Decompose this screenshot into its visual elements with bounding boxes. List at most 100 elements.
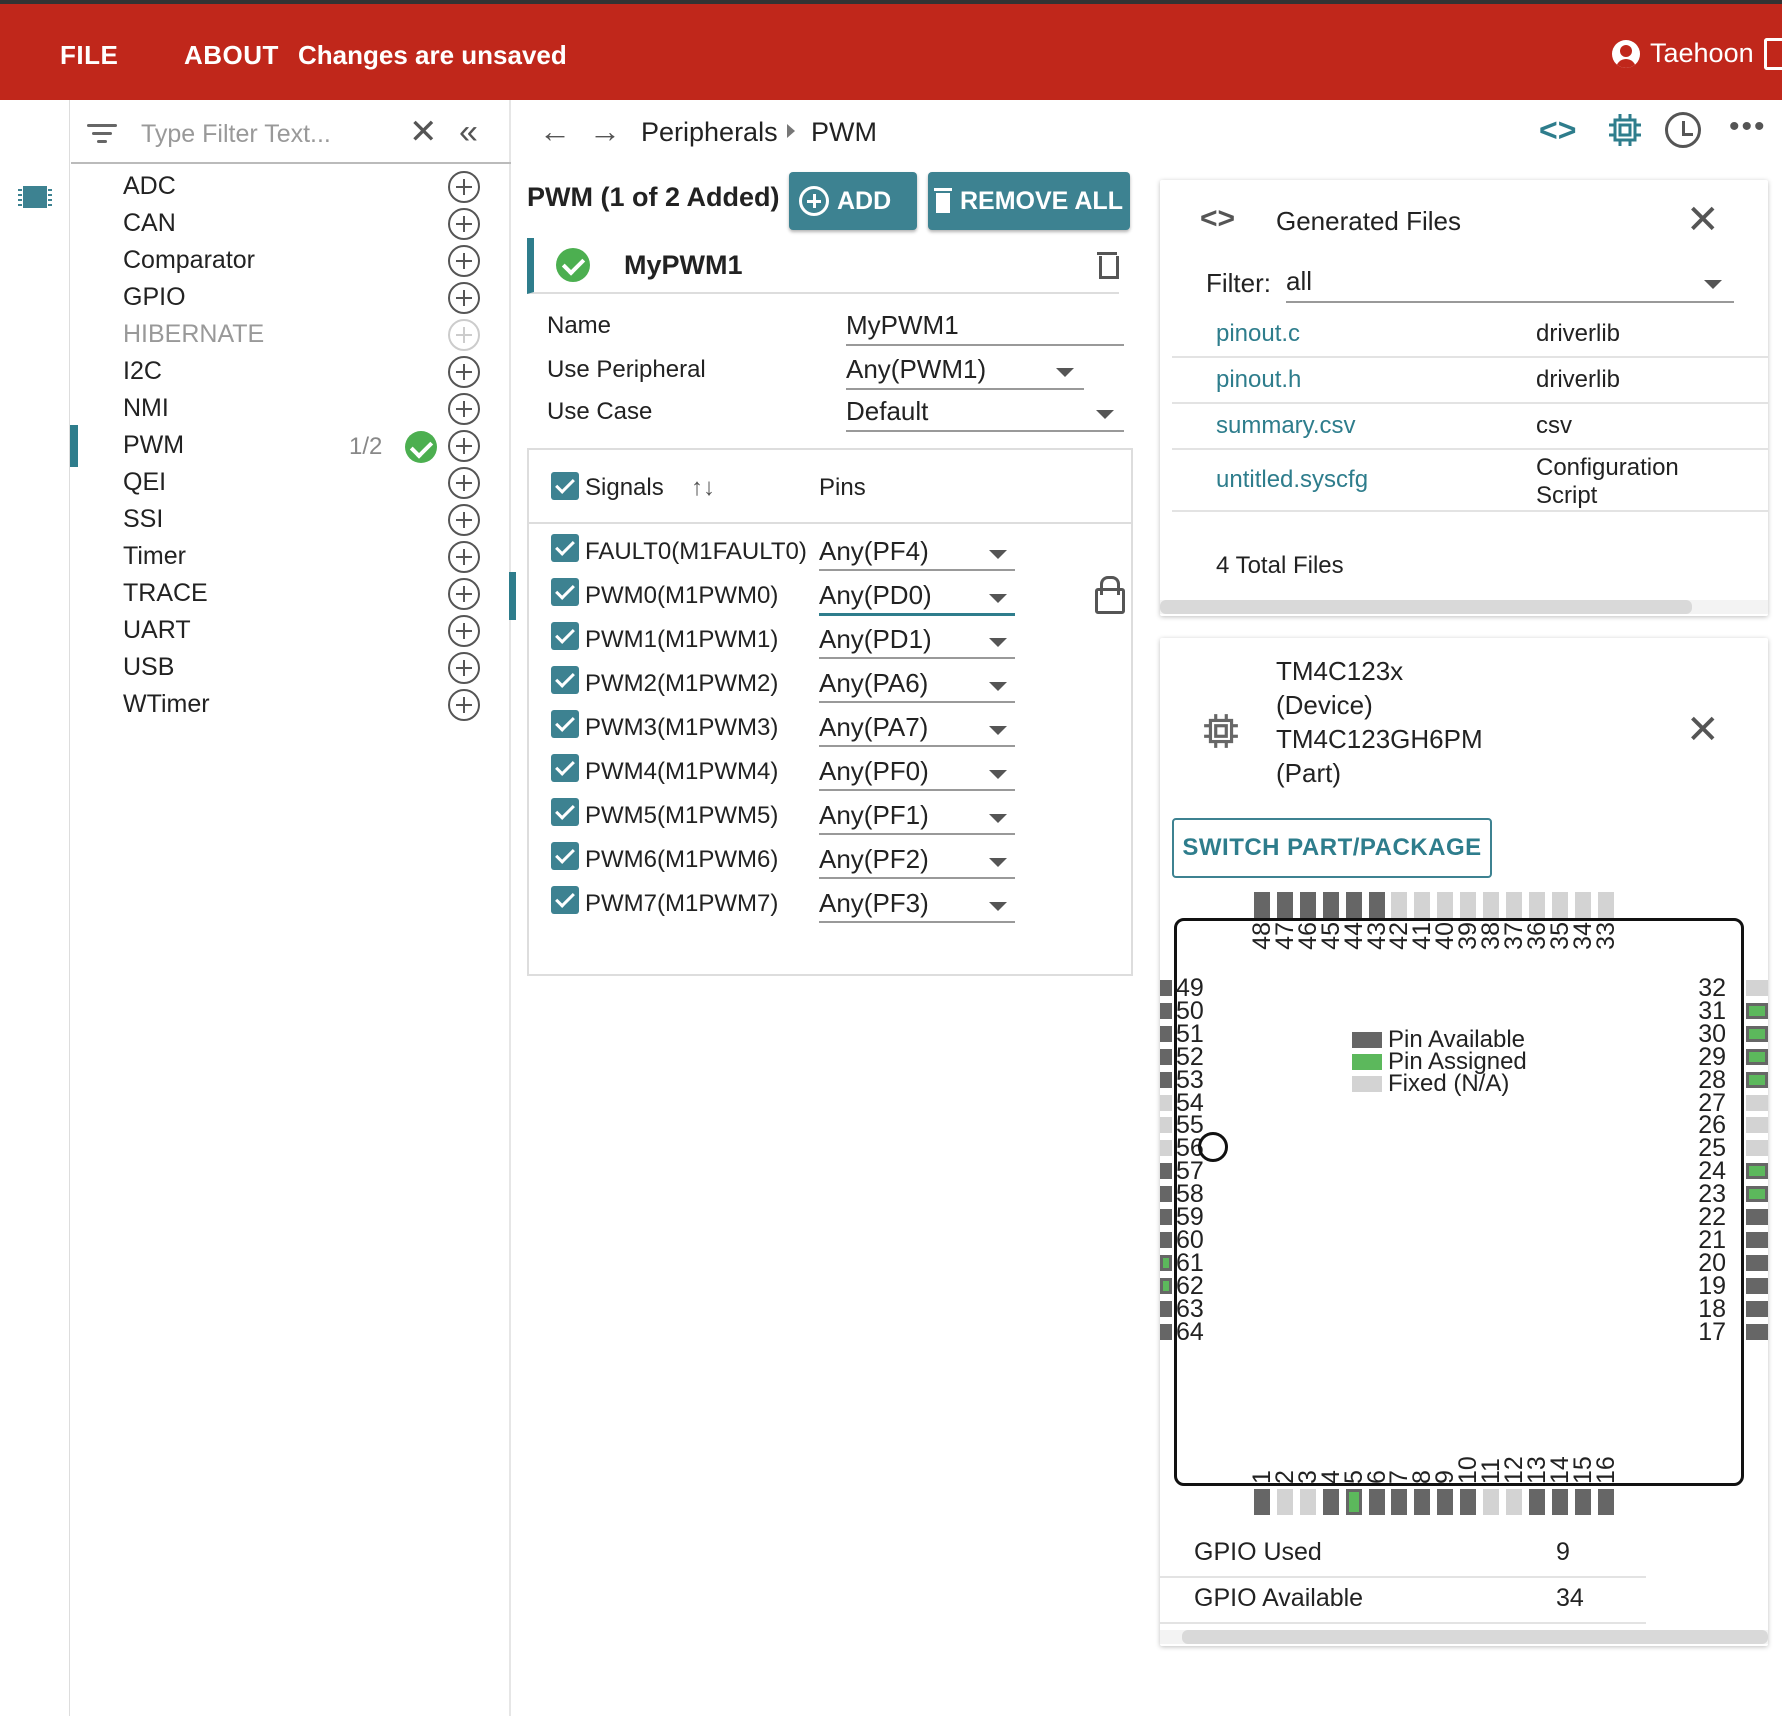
- peripheral-item[interactable]: TRACE: [71, 573, 511, 615]
- pin-select[interactable]: Any(PF4): [819, 536, 1015, 571]
- peripheral-item[interactable]: GPIO: [71, 277, 511, 319]
- signal-checkbox[interactable]: [551, 666, 579, 694]
- file-link[interactable]: pinout.c: [1216, 320, 1301, 347]
- pin-marker[interactable]: [1746, 1071, 1768, 1088]
- pin-marker[interactable]: [1254, 1489, 1270, 1515]
- remove-all-button[interactable]: REMOVE ALL: [928, 172, 1130, 230]
- peripheral-item[interactable]: PWM 1/2: [70, 425, 511, 467]
- file-row[interactable]: summary.csv csv: [1172, 404, 1768, 450]
- peripheral-item[interactable]: UART: [71, 610, 511, 652]
- filter-input[interactable]: [141, 116, 381, 152]
- pin-marker[interactable]: [1574, 892, 1591, 918]
- pin-select[interactable]: Any(PA7): [819, 712, 1015, 747]
- pin-select[interactable]: Any(PF2): [819, 844, 1015, 879]
- pin-marker[interactable]: [1437, 892, 1454, 918]
- pin-marker[interactable]: [1746, 1140, 1768, 1157]
- scrollbar-thumb[interactable]: [1160, 600, 1692, 614]
- signal-checkbox[interactable]: [551, 710, 579, 738]
- pin-marker[interactable]: [1299, 892, 1316, 918]
- peripheral-item[interactable]: Comparator: [71, 240, 511, 282]
- file-link[interactable]: pinout.h: [1216, 366, 1302, 393]
- pin-marker[interactable]: [1414, 892, 1431, 918]
- pin-marker[interactable]: [1597, 1489, 1614, 1515]
- pin-select[interactable]: Any(PA6): [819, 668, 1015, 703]
- pin-marker[interactable]: [1528, 1489, 1545, 1515]
- pin-marker[interactable]: [1746, 1186, 1768, 1203]
- pin-marker[interactable]: [1254, 892, 1270, 918]
- forward-arrow-icon[interactable]: →: [589, 113, 621, 149]
- pin-marker[interactable]: [1528, 892, 1545, 918]
- peripheral-item[interactable]: Timer: [71, 536, 511, 578]
- scrollbar-thumb[interactable]: [1182, 1630, 1768, 1644]
- pin-marker[interactable]: [1746, 1094, 1768, 1111]
- pin-marker[interactable]: [1551, 1489, 1568, 1515]
- peripheral-item[interactable]: WTimer: [71, 684, 511, 726]
- pin-marker[interactable]: [1160, 1300, 1172, 1317]
- pin-marker[interactable]: [1746, 1323, 1768, 1340]
- file-menu[interactable]: FILE: [60, 40, 119, 70]
- field-input[interactable]: MyPWM1: [846, 310, 1124, 346]
- pin-marker[interactable]: [1160, 1231, 1172, 1248]
- peripheral-item[interactable]: SSI: [71, 499, 511, 541]
- add-peripheral-icon[interactable]: [448, 356, 480, 388]
- signals-select-all-checkbox[interactable]: [551, 472, 579, 500]
- delete-instance-icon[interactable]: [1097, 250, 1119, 279]
- horizontal-scrollbar[interactable]: [1160, 1630, 1768, 1644]
- signal-checkbox[interactable]: [551, 534, 579, 562]
- field-select[interactable]: Any(PWM1): [846, 354, 1084, 390]
- pin-marker[interactable]: [1276, 892, 1293, 918]
- add-peripheral-icon[interactable]: [448, 615, 480, 647]
- about-menu[interactable]: ABOUT: [184, 40, 279, 70]
- pin-marker[interactable]: [1345, 1489, 1362, 1515]
- add-peripheral-icon[interactable]: [448, 245, 480, 277]
- pin-marker[interactable]: [1483, 1489, 1499, 1515]
- add-peripheral-icon[interactable]: [448, 393, 480, 425]
- pin-marker[interactable]: [1505, 892, 1522, 918]
- peripheral-item[interactable]: I2C: [71, 351, 511, 393]
- signal-checkbox[interactable]: [551, 578, 579, 606]
- pin-marker[interactable]: [1391, 892, 1408, 918]
- pin-marker[interactable]: [1368, 1489, 1385, 1515]
- pin-marker[interactable]: [1746, 1209, 1768, 1225]
- pin-marker[interactable]: [1597, 892, 1614, 918]
- pin-marker[interactable]: [1746, 980, 1768, 996]
- signal-checkbox[interactable]: [551, 798, 579, 826]
- add-peripheral-icon[interactable]: [448, 282, 480, 314]
- chip-icon[interactable]: [18, 182, 52, 212]
- user-menu[interactable]: Taehoon: [1612, 38, 1754, 69]
- pin-marker[interactable]: [1746, 1048, 1768, 1065]
- pin-marker[interactable]: [1345, 892, 1362, 918]
- back-arrow-icon[interactable]: ←: [539, 113, 571, 149]
- pin-marker[interactable]: [1160, 1186, 1172, 1203]
- add-peripheral-icon[interactable]: [448, 208, 480, 240]
- pin-marker[interactable]: [1746, 1254, 1768, 1271]
- add-peripheral-icon[interactable]: [448, 504, 480, 536]
- add-peripheral-icon[interactable]: [448, 467, 480, 499]
- peripheral-item[interactable]: HIBERNATE: [71, 314, 511, 356]
- pin-marker[interactable]: [1322, 1489, 1339, 1515]
- pin-marker[interactable]: [1160, 1163, 1172, 1180]
- unlock-icon[interactable]: [1095, 576, 1125, 614]
- pin-marker[interactable]: [1746, 1163, 1768, 1180]
- breadcrumb-peripherals[interactable]: Peripherals: [641, 117, 778, 147]
- pin-marker[interactable]: [1746, 1002, 1768, 1019]
- pin-marker[interactable]: [1574, 1489, 1591, 1515]
- more-options-icon[interactable]: •••: [1729, 110, 1767, 143]
- pin-select[interactable]: Any(PD1): [819, 624, 1015, 659]
- pin-marker[interactable]: [1746, 1231, 1768, 1248]
- pin-marker[interactable]: [1391, 1489, 1408, 1515]
- pin-marker[interactable]: [1746, 1025, 1768, 1042]
- pin-marker[interactable]: [1551, 892, 1568, 918]
- pin-marker[interactable]: [1322, 892, 1339, 918]
- pin-marker[interactable]: [1368, 892, 1385, 918]
- code-view-icon[interactable]: <>: [1539, 112, 1577, 148]
- add-peripheral-icon[interactable]: [448, 578, 480, 610]
- add-peripheral-icon[interactable]: [448, 541, 480, 573]
- pin-marker[interactable]: [1460, 1489, 1477, 1515]
- pin-marker[interactable]: [1160, 1094, 1172, 1111]
- pin-marker[interactable]: [1483, 892, 1499, 918]
- pin-select[interactable]: Any(PF0): [819, 756, 1015, 791]
- switch-part-package-button[interactable]: SWITCH PART/PACKAGE: [1172, 818, 1492, 878]
- signal-checkbox[interactable]: [551, 754, 579, 782]
- peripheral-item[interactable]: QEI: [71, 462, 511, 504]
